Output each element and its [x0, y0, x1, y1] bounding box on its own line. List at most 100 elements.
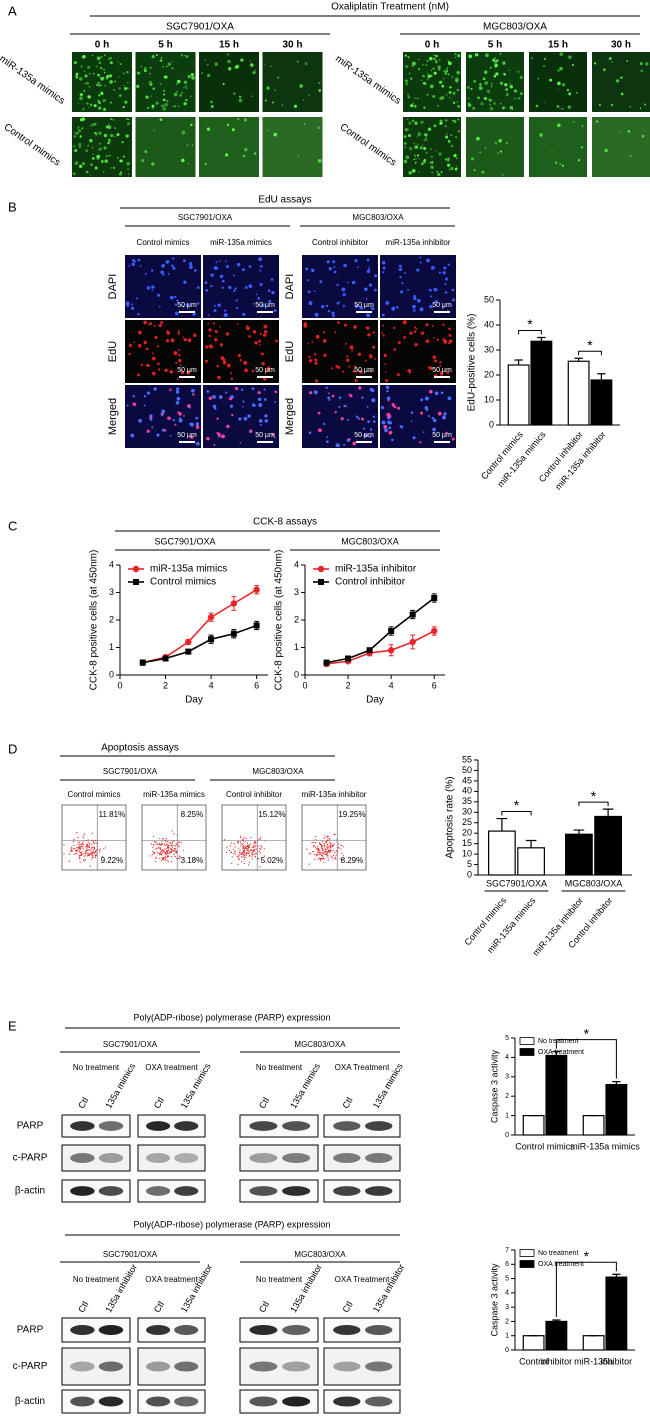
cell: [620, 92, 624, 96]
event: [327, 859, 330, 861]
panel-title: Oxaliplatin Treatment (nM): [331, 2, 449, 13]
cell: [610, 103, 614, 107]
cell: [114, 127, 116, 129]
significance-bracket: [578, 801, 609, 807]
bar: [545, 1320, 568, 1351]
cell: [151, 55, 155, 59]
nucleus: [260, 352, 264, 356]
band: [365, 1361, 393, 1372]
event: [236, 855, 238, 857]
event: [332, 858, 334, 860]
nucleus: [413, 309, 416, 312]
cell: [112, 119, 115, 121]
nucleus: [195, 422, 200, 426]
point: [366, 647, 373, 654]
nucleus: [274, 390, 278, 394]
cell: [186, 87, 188, 89]
event: [87, 847, 89, 849]
nucleus: [397, 406, 401, 410]
cell: [408, 171, 412, 175]
error-bar: [552, 1050, 561, 1056]
cell: [450, 144, 454, 148]
cell: [136, 71, 140, 75]
group-label: SGC7901/OXA: [486, 878, 547, 888]
event: [82, 846, 84, 848]
panel-letter: B: [8, 199, 17, 214]
nucleus: [331, 311, 335, 315]
nucleus: [416, 298, 421, 303]
cell: [559, 163, 562, 166]
cell: [452, 119, 454, 122]
event: [324, 851, 326, 853]
point: [409, 638, 416, 646]
nucleus: [385, 300, 390, 305]
nucleus: [313, 290, 316, 293]
nucleus: [254, 341, 258, 345]
band: [146, 1361, 171, 1372]
cell: [502, 106, 506, 110]
cell: [487, 98, 490, 101]
cell: [181, 158, 185, 163]
nucleus: [368, 436, 371, 439]
nucleus: [434, 300, 438, 304]
event: [246, 845, 248, 847]
cell: [238, 98, 243, 103]
nucleus: [157, 293, 161, 297]
nucleus: [381, 313, 385, 317]
series-line: [142, 589, 258, 664]
event: [78, 846, 80, 848]
event: [320, 844, 322, 846]
nucleus: [393, 405, 397, 409]
nucleus: [333, 266, 336, 269]
nucleus: [397, 340, 401, 345]
nucleus: [402, 321, 405, 324]
cell: [430, 148, 432, 150]
cell: [489, 66, 492, 69]
cell: [595, 120, 599, 123]
y-tick-label: 10: [484, 394, 494, 404]
nucleus: [215, 267, 219, 270]
point: [388, 628, 395, 634]
event: [241, 853, 243, 855]
event: [164, 844, 166, 846]
event: [239, 835, 242, 837]
nucleus: [189, 406, 192, 409]
cell: [437, 65, 441, 69]
cell: [498, 139, 502, 143]
cell: [455, 157, 458, 160]
legend-swatch: [519, 1037, 535, 1045]
cell: [537, 77, 540, 80]
nucleus: [225, 391, 228, 394]
cell: [85, 170, 88, 173]
cell: [94, 166, 98, 170]
event: [87, 855, 89, 857]
nucleus: [407, 369, 409, 372]
event: [159, 848, 162, 850]
event: [153, 853, 156, 855]
nucleus: [166, 259, 170, 264]
nucleus: [393, 326, 396, 330]
nucleus: [366, 326, 370, 330]
cell: [151, 106, 154, 109]
nucleus: [374, 274, 378, 278]
event: [161, 844, 163, 846]
nucleus: [319, 280, 323, 284]
nucleus: [228, 285, 232, 290]
nucleus: [325, 386, 328, 389]
event: [329, 849, 331, 851]
event: [253, 842, 255, 844]
cell: [201, 72, 203, 74]
cell: [109, 80, 113, 84]
bar: [517, 847, 545, 876]
event: [320, 845, 323, 847]
cell: [232, 92, 236, 96]
cell: [89, 125, 92, 127]
series-line: [326, 597, 435, 664]
event: [169, 841, 172, 844]
legend-marker: [318, 579, 324, 585]
cell: [445, 93, 448, 96]
nucleus: [430, 295, 433, 298]
scale-label: 50 μm: [354, 432, 374, 439]
cell: [407, 56, 410, 59]
lane-label: 135a inhibitor: [371, 1262, 407, 1314]
